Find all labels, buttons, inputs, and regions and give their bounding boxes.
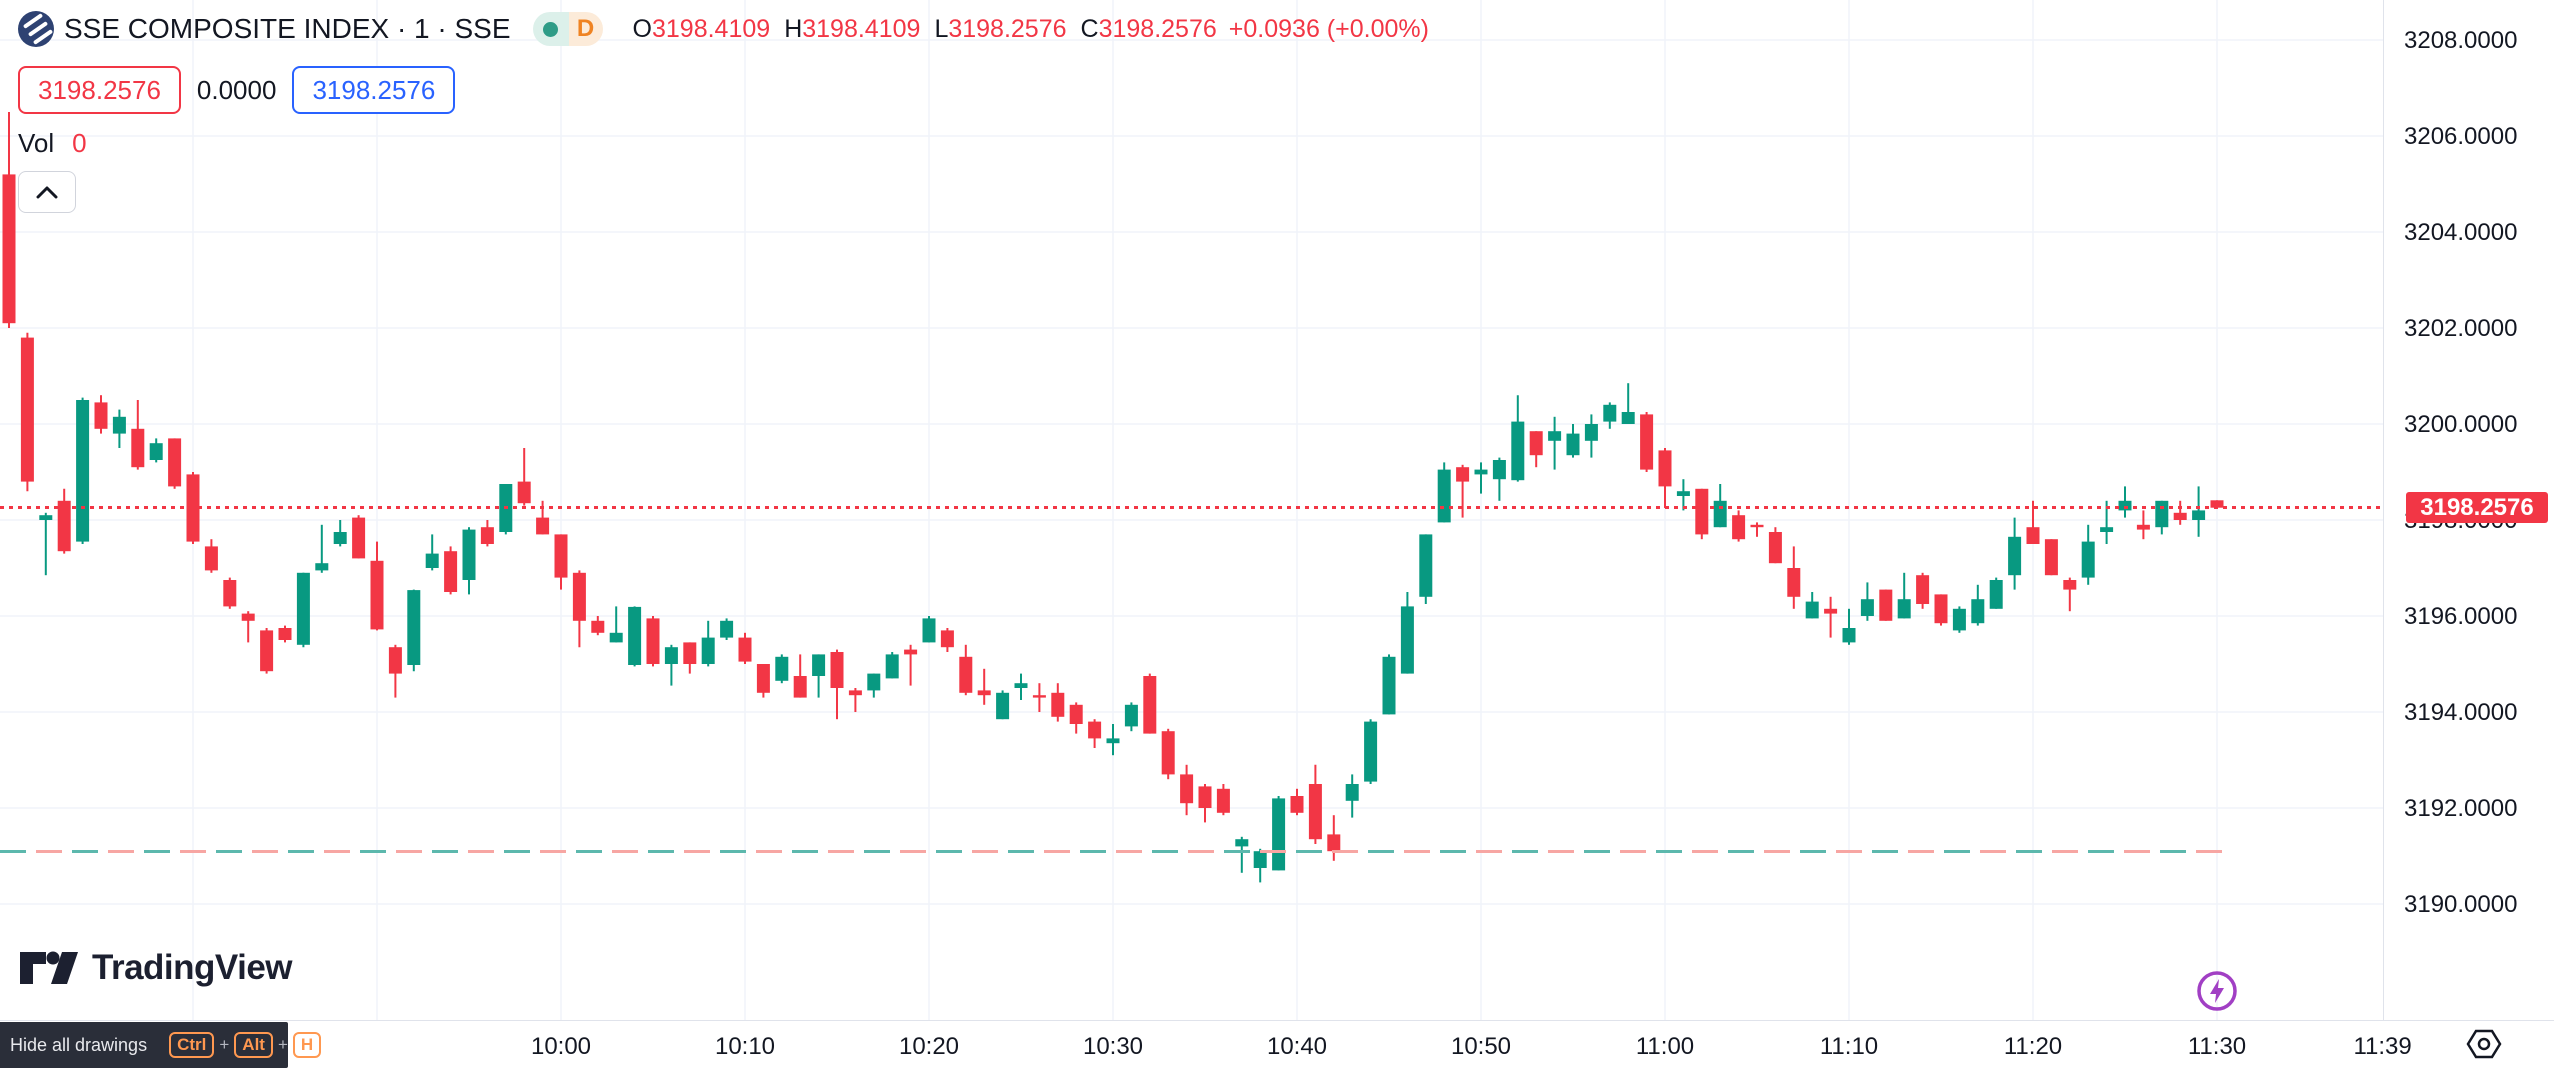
high-label: H bbox=[784, 14, 803, 43]
buy-price-button[interactable]: 3198.2576 bbox=[292, 66, 456, 114]
spread-value: 0.0000 bbox=[196, 74, 277, 105]
time-axis-label: 11:20 bbox=[2003, 1033, 2063, 1060]
chevron-up-icon bbox=[36, 186, 58, 199]
plus-separator: + bbox=[277, 1035, 288, 1054]
time-axis-label: 11:00 bbox=[1635, 1033, 1695, 1060]
last-price-dotted-line bbox=[0, 506, 2383, 510]
sell-price-button[interactable]: 3198.2576 bbox=[18, 66, 181, 114]
volume-label: Vol bbox=[18, 128, 55, 158]
change-value: +0.0936 (+0.00%) bbox=[1228, 14, 1429, 43]
time-axis-label: 10:50 bbox=[1450, 1033, 1512, 1060]
tradingview-logo-icon bbox=[20, 951, 78, 984]
low-value: 3198.2576 bbox=[948, 14, 1067, 43]
price-axis-label: 3190.0000 bbox=[2404, 891, 2518, 918]
open-value: 3198.4109 bbox=[652, 14, 771, 43]
session-low-dashed-line bbox=[0, 849, 2225, 853]
delayed-data-badge: D bbox=[568, 12, 603, 46]
high-value: 3198.4109 bbox=[802, 14, 921, 43]
time-axis-label: 10:10 bbox=[714, 1033, 776, 1060]
ctrl-keycap: Ctrl bbox=[169, 1032, 215, 1058]
open-label: O bbox=[632, 14, 652, 43]
h-keycap: H bbox=[292, 1032, 322, 1058]
low-label: L bbox=[934, 14, 949, 43]
price-axis-label: 3200.0000 bbox=[2404, 411, 2518, 438]
price-axis-separator bbox=[2383, 0, 2384, 1020]
chart-plot-area[interactable] bbox=[0, 0, 2383, 1020]
time-axis-label: 10:40 bbox=[1266, 1033, 1328, 1060]
collapse-legend-button[interactable] bbox=[18, 171, 76, 213]
data-status-dot-icon bbox=[543, 21, 559, 37]
plus-separator: + bbox=[219, 1035, 230, 1054]
time-axis-label: 11:30 bbox=[2187, 1033, 2247, 1060]
hide-drawings-tooltip[interactable]: Hide all drawings Ctrl + Alt + H bbox=[0, 1022, 322, 1068]
volume-value: 0 bbox=[72, 128, 87, 158]
lightning-icon bbox=[2197, 971, 2237, 1011]
ohlc-readout: O 3198.4109 H 3198.4109 L 3198.2576 C 3198.2… bbox=[633, 15, 1429, 44]
price-axis-label: 3208.0000 bbox=[2404, 27, 2518, 54]
price-axis-label: 3202.0000 bbox=[2404, 315, 2518, 342]
instant-trading-button[interactable] bbox=[2196, 970, 2238, 1012]
time-axis-label: 11:10 bbox=[1819, 1033, 1879, 1060]
tooltip-label: Hide all drawings bbox=[10, 1034, 148, 1055]
price-axis-label: 3196.0000 bbox=[2404, 603, 2518, 630]
price-axis-label: 3194.0000 bbox=[2404, 699, 2518, 726]
price-axis-label: 3204.0000 bbox=[2404, 219, 2518, 246]
last-price-badge: 3198.2576 bbox=[2406, 492, 2548, 524]
symbol-title[interactable]: SSE COMPOSITE INDEX · 1 · SSE bbox=[64, 13, 511, 44]
close-label: C bbox=[1080, 14, 1099, 43]
market-status-pill[interactable]: D bbox=[532, 12, 603, 46]
chart-legend: SSE COMPOSITE INDEX · 1 · SSE D O 3198.41… bbox=[18, 10, 1429, 213]
time-axis-label: 10:20 bbox=[898, 1033, 960, 1060]
axis-settings-button[interactable] bbox=[2466, 1029, 2502, 1059]
tradingview-logo[interactable]: TradingView bbox=[20, 948, 293, 988]
time-axis-label: 10:30 bbox=[1082, 1033, 1144, 1060]
close-value: 3198.2576 bbox=[1098, 14, 1217, 43]
tradingview-logo-text: TradingView bbox=[92, 948, 293, 987]
price-axis-label: 3206.0000 bbox=[2404, 123, 2518, 150]
price-axis-label: 3192.0000 bbox=[2404, 795, 2518, 822]
gear-icon bbox=[2466, 1029, 2502, 1059]
time-axis-label: 11:39 bbox=[2353, 1033, 2412, 1060]
symbol-logo-icon bbox=[18, 11, 54, 47]
time-axis-label: 10:00 bbox=[530, 1033, 592, 1060]
time-axis-separator bbox=[0, 1020, 2554, 1021]
alt-keycap: Alt bbox=[234, 1032, 273, 1058]
